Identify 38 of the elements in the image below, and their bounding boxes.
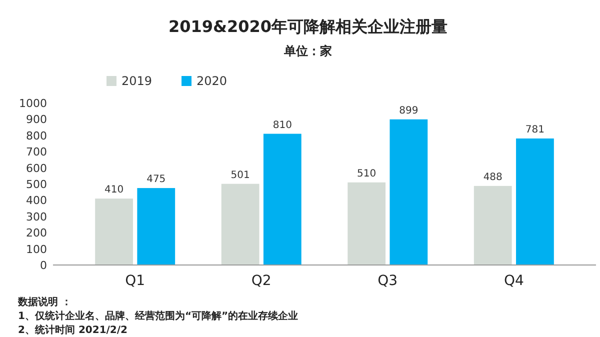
- data-label: 501: [230, 170, 250, 181]
- y-tick-label: 500: [26, 178, 47, 191]
- text: 数据说明 ：: [17, 296, 72, 308]
- data-label: 899: [399, 105, 418, 116]
- bar: [474, 186, 512, 265]
- x-tick-label: Q1: [125, 273, 146, 289]
- x-tick-label: Q2: [251, 273, 272, 289]
- y-tick-label: 800: [26, 129, 47, 142]
- y-tick-label: 0: [40, 259, 47, 272]
- chart-title: 2019&2020年可降解相关企业注册量: [168, 17, 448, 36]
- data-label: 781: [525, 124, 545, 136]
- bar: [390, 119, 428, 265]
- y-tick-label: 400: [26, 194, 47, 208]
- y-tick-label: 700: [26, 146, 47, 159]
- y-tick-label: 300: [26, 210, 47, 224]
- data-label: 810: [272, 120, 292, 131]
- bar: [137, 188, 176, 265]
- bar: [221, 184, 260, 265]
- legend-label: 2020: [196, 74, 228, 88]
- text: 1、仅统计企业名、品牌、经营范围为“可降解”的在业存续企业: [18, 310, 298, 322]
- y-tick-label: 100: [26, 242, 47, 256]
- data-label: 475: [146, 174, 166, 186]
- bar: [263, 134, 302, 265]
- bar: [516, 138, 554, 265]
- legend-label: 2019: [122, 74, 152, 88]
- y-tick-label: 200: [26, 226, 47, 240]
- x-tick-label: Q4: [504, 273, 524, 289]
- text: 2、统计时间 2021/2/2: [18, 324, 128, 336]
- data-label: 488: [483, 172, 502, 183]
- data-label: 410: [104, 184, 124, 196]
- data-label: 510: [357, 168, 376, 180]
- y-tick-label: 600: [26, 162, 47, 175]
- bar: [95, 198, 133, 265]
- y-tick-label: 1000: [19, 97, 47, 110]
- y-tick-label: 900: [26, 113, 47, 126]
- x-tick-label: Q3: [378, 273, 398, 289]
- bar: [348, 182, 386, 265]
- chart-subtitle: 单位：家: [283, 44, 332, 58]
